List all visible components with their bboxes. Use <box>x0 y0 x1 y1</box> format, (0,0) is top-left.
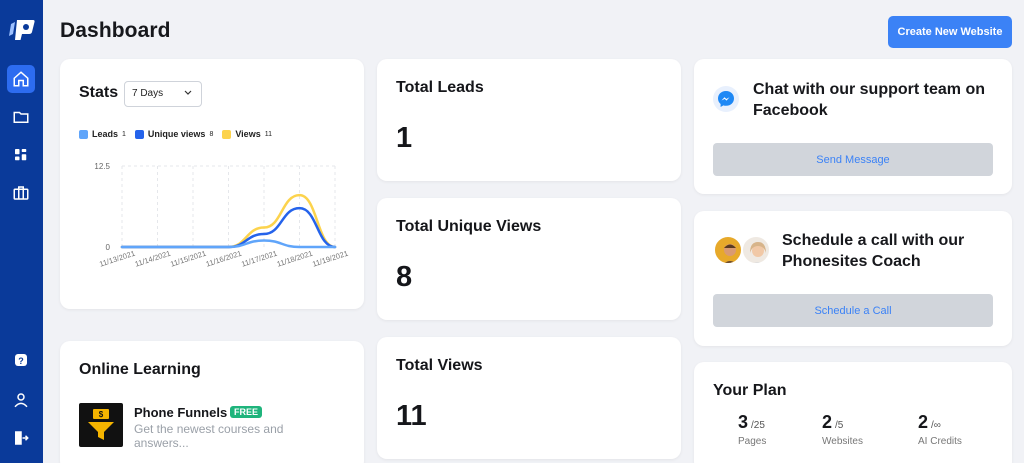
stats-card: Stats 7 Days Leads 1 Unique views 8 View… <box>60 59 364 309</box>
funnel-icon: $ <box>88 409 114 440</box>
online-learning-card: Online Learning $ Phone Funnels FREE Get… <box>60 341 364 463</box>
coach-avatar-image <box>724 244 736 263</box>
course-description: Get the newest courses and answers... <box>134 422 284 450</box>
sidebar-item-home[interactable] <box>7 65 35 93</box>
range-select[interactable]: 7 Days <box>124 81 202 107</box>
plan-stat-limit: /25 <box>751 420 765 431</box>
total-leads-card: Total Leads 1 <box>377 59 681 181</box>
sidebar-item-briefcase[interactable] <box>7 179 35 207</box>
stats-title: Stats <box>79 84 119 101</box>
messenger-icon <box>713 86 739 112</box>
sidebar-item-logout[interactable] <box>7 424 35 452</box>
plan-stat-value: 3 <box>738 412 749 432</box>
sidebar-item-profile[interactable] <box>7 386 35 414</box>
create-new-website-button[interactable]: Create New Website <box>888 16 1012 48</box>
plan-stat-label: AI Credits <box>918 436 962 447</box>
coach-avatar-image <box>750 242 766 263</box>
course-name[interactable]: Phone Funnels <box>134 405 228 420</box>
plan-stat-limit: /5 <box>835 420 844 431</box>
folder-icon <box>13 111 29 123</box>
logout-icon <box>15 431 29 445</box>
legend-count: 1 <box>122 130 126 138</box>
stats-line-chart: 12.5 011/13/202111/14/202111/15/202111/16… <box>94 162 349 269</box>
total-views-card: Total Views 11 <box>377 337 681 459</box>
plan-title: Your Plan <box>713 382 787 399</box>
coach-avatar <box>713 235 743 265</box>
sidebar: ? <box>0 0 43 463</box>
total-unique-views-card: Total Unique Views 8 <box>377 198 681 320</box>
plan-stat-pages: 3/25 Pages <box>738 412 766 447</box>
x-tick-label: 11/13/2021 <box>98 249 136 269</box>
coach-avatar <box>741 235 771 265</box>
legend-swatch <box>79 129 88 139</box>
home-icon <box>13 71 29 87</box>
sidebar-item-apps[interactable] <box>7 141 35 169</box>
metric-label: Total Views <box>396 357 483 374</box>
svg-text:?: ? <box>18 356 24 366</box>
legend-count: 8 <box>209 130 214 138</box>
support-card: Chat with our support team on Facebook S… <box>694 59 1012 194</box>
range-select-value: 7 Days <box>132 88 164 99</box>
your-plan-card: Your Plan 3/25 Pages 2/5 Websites 2/∞ AI… <box>694 362 1012 463</box>
legend-label: Views <box>235 129 261 139</box>
svg-text:$: $ <box>99 410 104 419</box>
schedule-card: Schedule a call with our Phonesites Coac… <box>694 211 1012 346</box>
plan-stat-ai-credits: 2/∞ AI Credits <box>918 412 962 447</box>
learning-title: Online Learning <box>79 361 201 378</box>
plan-stat-value: 2 <box>822 412 833 432</box>
x-tick-label: 11/17/2021 <box>240 249 278 269</box>
user-icon <box>14 393 28 408</box>
support-title: Chat with our support team on Facebook <box>753 81 985 119</box>
page-title: Dashboard <box>60 19 171 42</box>
metric-label: Total Leads <box>396 79 484 96</box>
legend-swatch <box>134 129 144 139</box>
metric-value: 11 <box>396 400 427 432</box>
x-tick-label: 11/14/2021 <box>134 249 172 269</box>
send-message-button[interactable]: Send Message <box>713 143 993 176</box>
plan-stat-label: Pages <box>738 436 767 447</box>
x-tick-label: 11/19/2021 <box>311 249 349 269</box>
legend-label: Leads <box>92 129 119 139</box>
plan-stat-label: Websites <box>822 436 863 447</box>
metric-value: 1 <box>396 122 413 154</box>
legend-item-unique-views[interactable]: Unique views 8 <box>134 129 214 139</box>
sidebar-item-help[interactable]: ? <box>7 346 35 374</box>
course-thumbnail[interactable]: $ <box>79 403 123 447</box>
x-tick-label: 11/16/2021 <box>205 249 243 269</box>
chevron-down-icon <box>184 90 192 95</box>
legend-swatch <box>222 129 232 139</box>
series-line-leads <box>120 239 337 249</box>
x-tick-label: 11/15/2021 <box>169 249 207 269</box>
legend-label: Unique views <box>147 129 206 139</box>
legend-count: 11 <box>264 130 272 138</box>
metric-value: 8 <box>396 261 413 293</box>
y-tick-label: 0 <box>106 243 111 252</box>
free-badge: FREE <box>230 406 263 418</box>
briefcase-icon <box>13 186 29 200</box>
plan-stat-value: 2 <box>918 412 929 432</box>
chart-legend: Leads 1 Unique views 8 Views 11 <box>79 129 272 139</box>
y-tick-label: 12.5 <box>94 162 110 171</box>
phonesites-logo[interactable] <box>9 16 35 42</box>
help-icon: ? <box>15 354 27 366</box>
sidebar-item-folder[interactable] <box>7 103 35 131</box>
schedule-call-button[interactable]: Schedule a Call <box>713 294 993 327</box>
x-tick-label: 11/18/2021 <box>276 249 314 269</box>
apps-icon <box>15 149 27 161</box>
plan-stat-limit: /∞ <box>931 420 941 431</box>
legend-item-views[interactable]: Views 11 <box>222 129 272 139</box>
metric-label: Total Unique Views <box>396 218 542 235</box>
schedule-title: Schedule a call with our Phonesites Coac… <box>782 232 965 270</box>
plan-stat-websites: 2/5 Websites <box>822 412 863 447</box>
legend-item-leads[interactable]: Leads 1 <box>79 129 126 139</box>
